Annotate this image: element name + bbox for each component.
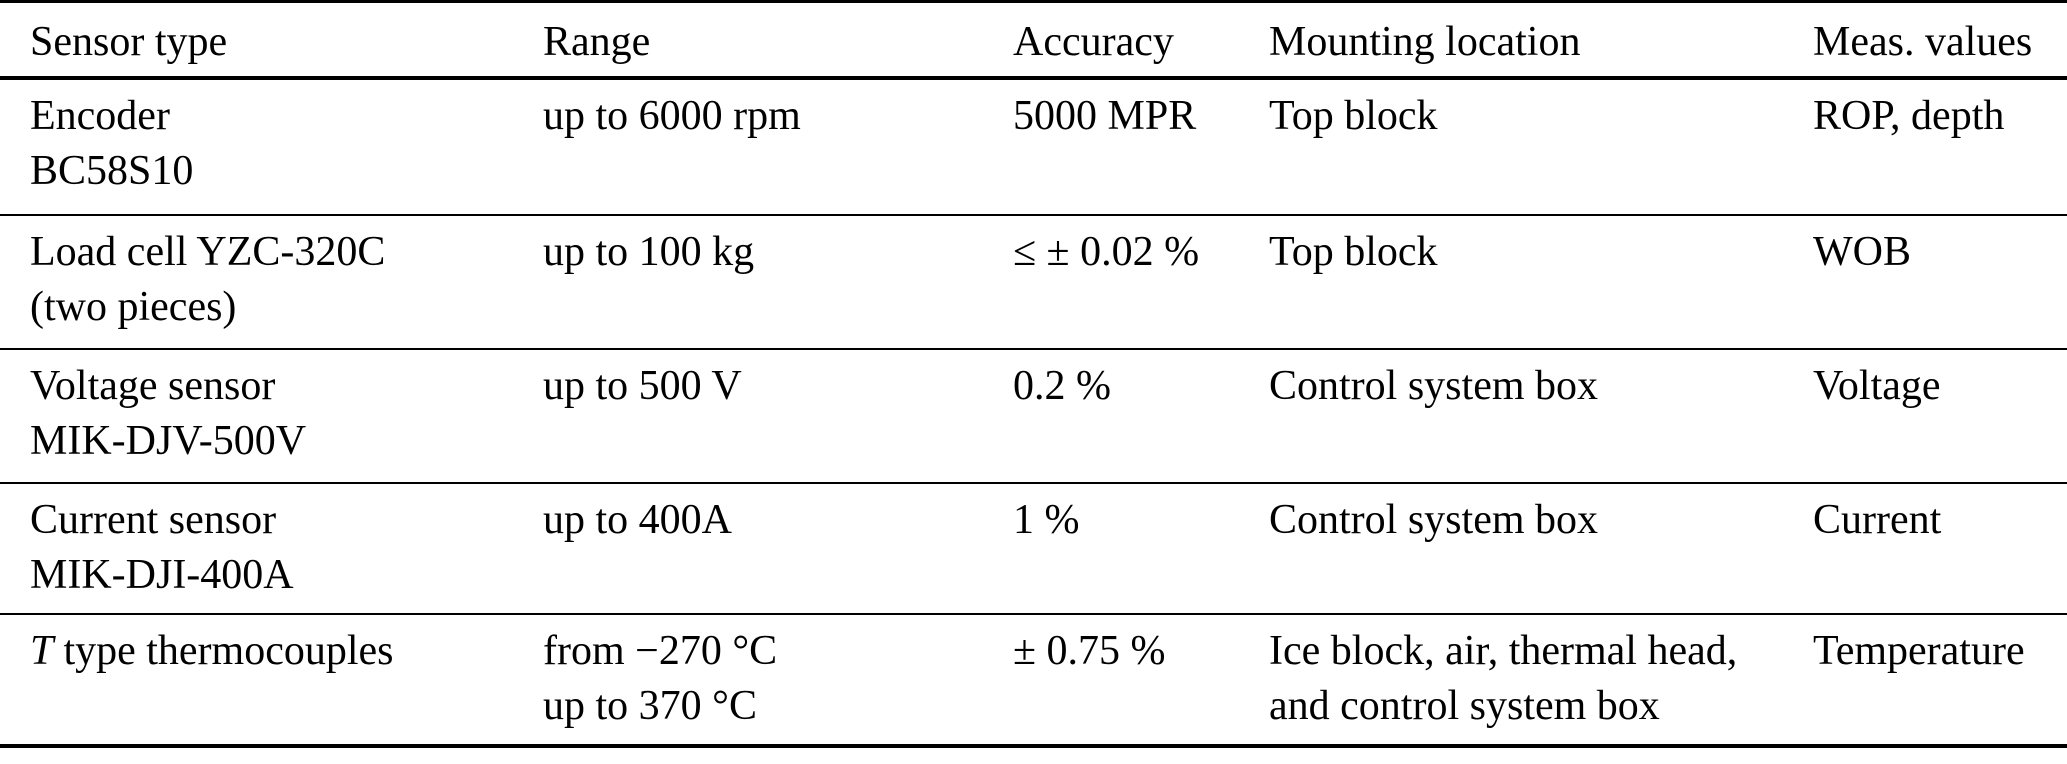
cell-line: Current sensor — [30, 496, 277, 543]
cell-mounting-location: Ice block, air, thermal head, and contro… — [1269, 614, 1813, 746]
cell-line: and control system box — [1269, 682, 1660, 729]
column-header-range: Range — [543, 19, 651, 65]
cell-line: ≤ ± 0.02 % — [1013, 228, 1200, 275]
cell-line: Ice block, air, thermal head, — [1269, 627, 1738, 674]
cell-line: (two pieces) — [30, 283, 237, 330]
cell-meas-values: Current — [1813, 483, 2067, 614]
cell-sensor-type: Load cell YZC-320C (two pieces) — [0, 215, 543, 349]
cell-line: Voltage sensor — [30, 362, 276, 409]
cell-sensor-type: Current sensor MIK-DJI-400A — [0, 483, 543, 614]
cell-line: Control system box — [1269, 496, 1599, 543]
cell-sensor-type: Encoder BC58S10 — [0, 78, 543, 215]
cell-accuracy: 1 % — [1013, 483, 1269, 614]
cell-line: MIK-DJV-500V — [30, 417, 307, 464]
cell-mounting-location: Top block — [1269, 215, 1813, 349]
cell-line-text: type thermocouples — [63, 627, 394, 674]
cell-meas-values: WOB — [1813, 215, 2067, 349]
cell-line: up to 370 °C — [543, 682, 757, 729]
italic-symbol-t: T — [30, 627, 54, 674]
header-row: Sensor type Range Accuracy Mounting loca… — [0, 2, 2067, 78]
cell-line: WOB — [1813, 228, 1911, 275]
cell-line: up to 500 V — [543, 362, 742, 409]
cell-line: ± 0.75 % — [1013, 627, 1166, 674]
table-row-encoder: Encoder BC58S10 up to 6000 rpm 5000 MPR … — [0, 78, 2067, 215]
cell-line: Temperature — [1813, 627, 2025, 674]
cell-line: Current — [1813, 496, 1942, 543]
cell-meas-values: ROP, depth — [1813, 78, 2067, 215]
cell-line: Voltage — [1813, 362, 1941, 409]
cell-mounting-location: Control system box — [1269, 483, 1813, 614]
cell-meas-values: Temperature — [1813, 614, 2067, 746]
cell-range: up to 6000 rpm — [543, 78, 1013, 215]
cell-line: 5000 MPR — [1013, 92, 1197, 139]
cell-line: Top block — [1269, 228, 1438, 275]
cell-mounting-location: Top block — [1269, 78, 1813, 215]
sensor-specs-table: Sensor type Range Accuracy Mounting loca… — [0, 0, 2067, 748]
cell-range: up to 500 V — [543, 349, 1013, 483]
cell-accuracy: ± 0.75 % — [1013, 614, 1269, 746]
cell-line: Load cell YZC-320C — [30, 228, 386, 275]
column-header-sensor-type: Sensor type — [30, 19, 228, 65]
table-row-voltage-sensor: Voltage sensor MIK-DJV-500V up to 500 V … — [0, 349, 2067, 483]
cell-range: from −270 °C up to 370 °C — [543, 614, 1013, 746]
cell-range: up to 400A — [543, 483, 1013, 614]
cell-line: up to 6000 rpm — [543, 92, 801, 139]
cell-mounting-location: Control system box — [1269, 349, 1813, 483]
cell-line: ROP, depth — [1813, 92, 2005, 139]
cell-line: Top block — [1269, 92, 1438, 139]
cell-range: up to 100 kg — [543, 215, 1013, 349]
cell-line: up to 100 kg — [543, 228, 755, 275]
cell-line: MIK-DJI-400A — [30, 551, 294, 598]
cell-line: Encoder — [30, 92, 170, 139]
cell-accuracy: ≤ ± 0.02 % — [1013, 215, 1269, 349]
cell-accuracy: 0.2 % — [1013, 349, 1269, 483]
table-row-current-sensor: Current sensor MIK-DJI-400A up to 400A 1… — [0, 483, 2067, 614]
column-header-accuracy: Accuracy — [1013, 19, 1174, 65]
cell-accuracy: 5000 MPR — [1013, 78, 1269, 215]
cell-line: from −270 °C — [543, 627, 778, 674]
column-header-mounting-location: Mounting location — [1269, 19, 1581, 65]
cell-line: BC58S10 — [30, 147, 194, 194]
cell-line: Control system box — [1269, 362, 1599, 409]
table-row-load-cell: Load cell YZC-320C (two pieces) up to 10… — [0, 215, 2067, 349]
cell-meas-values: Voltage — [1813, 349, 2067, 483]
column-header-meas-values: Meas. values — [1813, 19, 2033, 65]
cell-line: 1 % — [1013, 496, 1080, 543]
cell-line: 0.2 % — [1013, 362, 1111, 409]
cell-sensor-type: Voltage sensor MIK-DJV-500V — [0, 349, 543, 483]
cell-line: up to 400A — [543, 496, 732, 543]
